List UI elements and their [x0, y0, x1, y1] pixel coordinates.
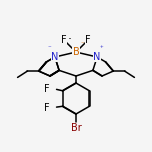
- Text: Br: Br: [71, 123, 81, 133]
- Text: F: F: [44, 84, 50, 94]
- Text: F: F: [85, 35, 91, 45]
- Text: ⁻: ⁻: [48, 46, 52, 52]
- Text: ⁺: ⁺: [100, 46, 104, 52]
- Text: N: N: [93, 52, 101, 62]
- Text: ⁻: ⁻: [81, 41, 85, 47]
- Text: F: F: [44, 103, 50, 113]
- Text: N: N: [51, 52, 59, 62]
- Text: .: .: [67, 29, 72, 42]
- Text: B: B: [73, 47, 79, 57]
- Text: F: F: [61, 35, 67, 45]
